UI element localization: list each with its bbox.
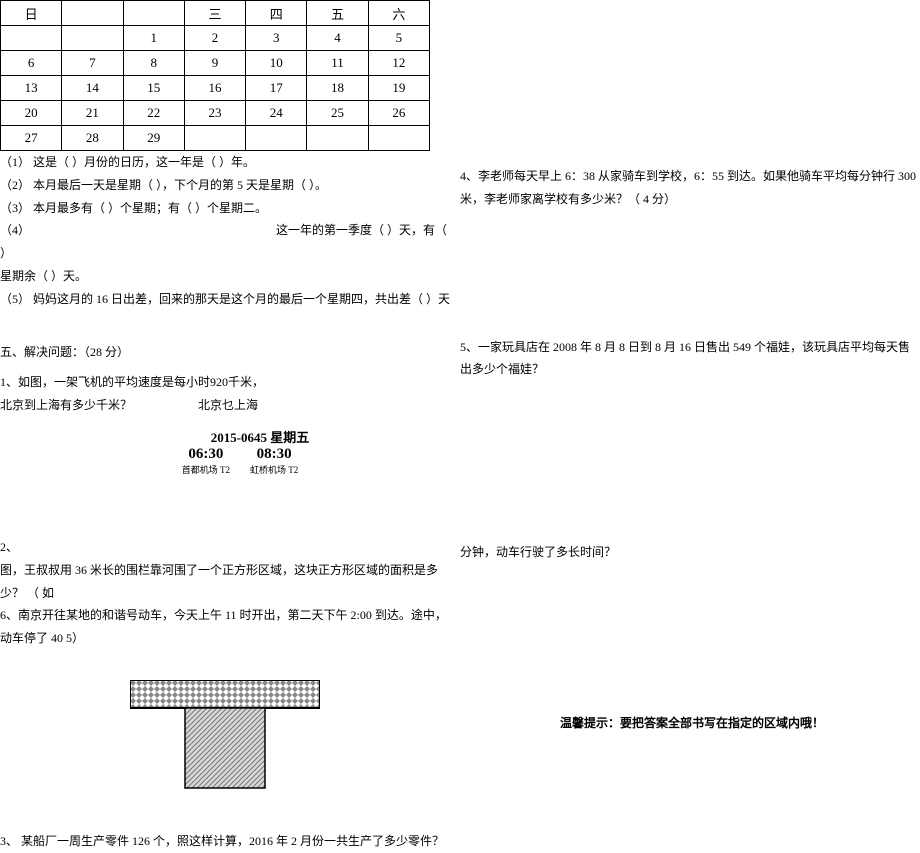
cal-cell [307,126,368,151]
ticket-arr-place: 虹桥机场 T2 [250,463,298,476]
cal-cell: 10 [246,51,307,76]
problem-5: 5、一家玩具店在 2008 年 8 月 8 日到 8 月 16 日售出 549 … [460,336,920,382]
cal-cell: 4 [307,26,368,51]
question-3: （3） 本月最多有（ ）个星期；有（ ）个星期二。 [0,197,450,220]
cal-cell: 25 [307,101,368,126]
cal-header: 三 [184,1,245,26]
problem-1b: 北京到上海有多少千米？ [0,398,132,412]
cal-cell: 13 [1,76,62,101]
cal-cell [62,26,123,51]
cal-cell: 17 [246,76,307,101]
ticket-arr-time: 08:30 [250,446,298,463]
problem-2b: 图，王叔叔用 36 米长的围栏靠河围了一个正方形区域，这块正方形区域的面积是多少… [0,559,450,605]
question-1: （1） 这是（ ）月份的日历，这一年是（ ）年。 [0,151,450,174]
cal-cell: 14 [62,76,123,101]
cal-cell: 24 [246,101,307,126]
problem-2c: 6、南京开往某地的和谐号动车，今天上午 11 时开出，第二天下午 2:00 到达… [0,604,450,650]
cal-cell: 18 [307,76,368,101]
cal-header: 六 [368,1,429,26]
cal-cell [184,126,245,151]
cal-cell: 16 [184,76,245,101]
cal-cell: 21 [62,101,123,126]
footer-reminder: 温馨提示：要把答案全部书写在指定的区域内哦！ [560,714,824,731]
cal-cell: 26 [368,101,429,126]
question-4a: （4） [0,223,30,237]
cal-cell: 7 [62,51,123,76]
calendar-table: 日 三 四 五 六 1 2 3 4 5 6 7 8 9 10 11 12 13 [0,0,430,151]
cal-cell: 9 [184,51,245,76]
question-4b: 这一年的第一季度（ ）天，有（ ） [0,223,447,260]
fence-diagram [130,680,320,800]
cal-cell: 1 [123,26,184,51]
cal-header: 五 [307,1,368,26]
ticket-dep-place: 首都机场 T2 [182,463,230,476]
cal-cell: 5 [368,26,429,51]
problem-4: 4、李老师每天早上 6：38 从家骑车到学校，6：55 到达。如果他骑车平均每分… [460,165,920,211]
cal-cell: 28 [62,126,123,151]
cal-cell: 6 [1,51,62,76]
problem-1c: 北京乜上海 [198,398,258,412]
cal-cell [1,26,62,51]
cal-header: 四 [246,1,307,26]
cal-cell: 20 [1,101,62,126]
problem-1a: 1、如图，一架飞机的平均速度是每小时920千米， [0,371,450,394]
cal-cell: 27 [1,126,62,151]
cal-cell: 23 [184,101,245,126]
ticket-dep-time: 06:30 [182,446,230,463]
cal-cell: 29 [123,126,184,151]
cal-header: 日 [1,1,62,26]
cal-header [62,1,123,26]
cal-cell [368,126,429,151]
question-2: （2） 本月最后一天是星期（ ），下个月的第 5 天是星期（ ）。 [0,174,450,197]
cal-cell: 2 [184,26,245,51]
ticket-date: 2015-0645 星期五 [160,427,360,446]
problem-2a: 2、 [0,536,450,559]
cal-cell [246,126,307,151]
cal-cell: 19 [368,76,429,101]
cal-cell: 12 [368,51,429,76]
question-5: （5） 妈妈这月的 16 日出差，回来的那天是这个月的最后一个星期四，共出差（ … [0,288,450,311]
cal-cell: 15 [123,76,184,101]
cal-cell: 3 [246,26,307,51]
cal-cell: 22 [123,101,184,126]
cal-header [123,1,184,26]
problem-6-tail: 分钟，动车行驶了多长时间？ [460,541,920,564]
cal-cell: 8 [123,51,184,76]
question-4c: 星期余（ ）天。 [0,265,450,288]
cal-cell: 11 [307,51,368,76]
problem-3: 3、 某船厂一周生产零件 126 个，照这样计算，2016 年 2 月份一共生产… [0,830,450,853]
section-five-title: 五、解决问题：（28 分） [0,341,450,364]
